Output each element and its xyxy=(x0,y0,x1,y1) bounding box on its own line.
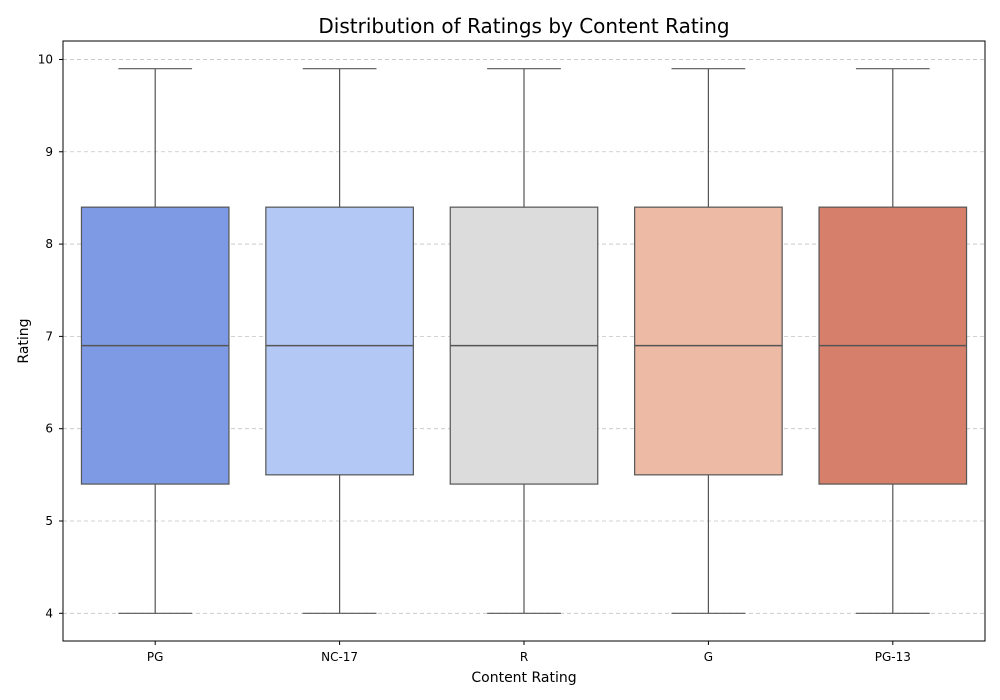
x-tick-label: NC-17 xyxy=(321,650,358,664)
y-tick-label: 8 xyxy=(45,237,53,251)
iqr-box xyxy=(634,206,783,476)
y-tick-label: 4 xyxy=(45,606,53,620)
y-axis-label: Rating xyxy=(16,318,32,363)
y-tick-label: 7 xyxy=(45,329,53,343)
box-pg xyxy=(80,68,230,614)
box-series xyxy=(80,68,968,614)
chart-title: Distribution of Ratings by Content Ratin… xyxy=(318,14,729,38)
x-tick-label: PG xyxy=(147,650,164,664)
y-tick-label: 5 xyxy=(45,514,53,528)
box-nc-17 xyxy=(265,68,414,614)
box-pg-13 xyxy=(818,68,968,614)
y-axis: 4 5 6 7 8 9 10 xyxy=(38,52,63,620)
box-g xyxy=(634,68,783,614)
iqr-box xyxy=(265,206,414,476)
x-tick-label: R xyxy=(520,650,528,664)
y-tick-label: 6 xyxy=(45,422,53,436)
y-tick-label: 9 xyxy=(45,145,53,159)
y-tick-label: 10 xyxy=(38,52,53,66)
x-tick-label: PG-13 xyxy=(875,650,911,664)
x-tick-label: G xyxy=(704,650,713,664)
x-axis: PG NC-17 R G PG-13 xyxy=(147,641,911,664)
box-r xyxy=(449,68,599,614)
x-axis-label: Content Rating xyxy=(471,670,576,686)
